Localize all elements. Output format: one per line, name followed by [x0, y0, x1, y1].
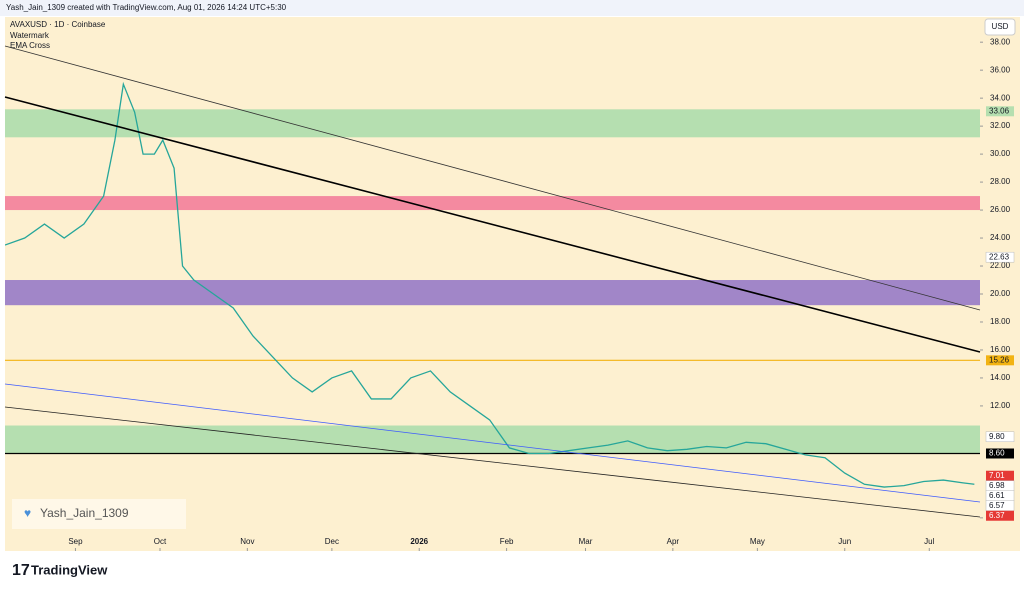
price-badge-label: 33.06 [989, 106, 1010, 115]
y-tick-label: 16.00 [990, 345, 1011, 354]
zone [5, 109, 980, 138]
price-badge [985, 431, 1015, 442]
indicator: Watermark [10, 31, 50, 40]
y-tick-label: 36.00 [990, 65, 1011, 74]
price-badge-label: 6.37 [989, 511, 1005, 520]
trendline [4, 383, 981, 503]
symbol: AVAXUSD · 1D · Coinbase [10, 20, 106, 29]
price-badge-label: 7.01 [989, 471, 1005, 480]
x-tick-label: Apr [667, 537, 680, 546]
x-tick-label: 2026 [410, 537, 428, 546]
x-tick-label: Nov [240, 537, 254, 546]
price-badge-label: 22.63 [989, 252, 1010, 261]
watermark-heart: ♥ [24, 506, 31, 520]
x-tick-label: Feb [500, 537, 514, 546]
watermark: Yash_Jain_1309 [40, 506, 129, 520]
x-tick-label: Dec [325, 537, 339, 546]
trendline [4, 406, 981, 518]
x-tick-label: Oct [154, 537, 167, 546]
zone [5, 196, 980, 211]
price-badge-label: 9.80 [989, 432, 1005, 441]
y-tick-label: 32.00 [990, 121, 1011, 130]
trendline [4, 45, 981, 311]
price-line [5, 81, 975, 488]
brand: TradingView [31, 562, 108, 577]
header-bar [0, 0, 1024, 16]
price-badge [986, 470, 1014, 481]
price-badge [986, 510, 1014, 521]
price-badge-label: 15.26 [989, 355, 1010, 364]
y-tick-label: 12.00 [990, 401, 1011, 410]
x-tick-label: Mar [579, 537, 593, 546]
x-tick-label: Jul [924, 537, 934, 546]
x-tick-label: Sep [68, 537, 83, 546]
y-tick-label: 34.00 [990, 93, 1011, 102]
brand-logo: 17 [12, 562, 30, 579]
y-tick-label: 20.00 [990, 289, 1011, 298]
y-tick-label: 38.00 [990, 37, 1011, 46]
y-tick-label: 18.00 [990, 317, 1011, 326]
x-tick-label: May [750, 537, 765, 546]
currency: USD [992, 22, 1009, 31]
price-badge-label: 6.98 [989, 481, 1005, 490]
price-badge-label: 6.57 [989, 501, 1005, 510]
indicator: EMA Cross [10, 41, 50, 50]
y-tick-label: 22.00 [990, 261, 1011, 270]
price-badge [986, 106, 1014, 117]
y-tick-label: 14.00 [990, 373, 1011, 382]
watermark-box [12, 499, 186, 529]
x-tick-label: Jun [838, 537, 851, 546]
credit: Yash_Jain_1309 created with TradingView.… [6, 3, 287, 12]
price-badge [985, 251, 1015, 263]
price-badge-label: 8.60 [989, 449, 1005, 458]
price-badge [986, 448, 1014, 459]
y-tick-label: 28.00 [990, 177, 1011, 186]
y-tick-label: 30.00 [990, 149, 1011, 158]
zone [5, 425, 980, 454]
trendline [4, 96, 981, 353]
zone [5, 280, 980, 306]
price-badge [986, 355, 1014, 366]
price-badge-label: 6.61 [989, 491, 1005, 500]
y-tick-label: 24.00 [990, 233, 1011, 242]
y-tick-label: 26.00 [990, 205, 1011, 214]
currency-box [984, 18, 1016, 36]
